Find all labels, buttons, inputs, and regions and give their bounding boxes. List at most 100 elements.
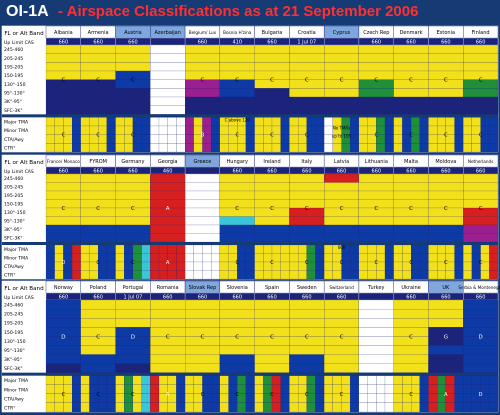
airspace-cell bbox=[358, 393, 368, 403]
airspace-cell bbox=[106, 261, 116, 271]
airspace-cell bbox=[350, 125, 359, 135]
annotation: No TMAs bbox=[333, 125, 350, 130]
airspace-cell bbox=[324, 270, 333, 280]
airspace-cell bbox=[358, 384, 368, 394]
airspace-cell bbox=[428, 270, 438, 280]
airspace-cell bbox=[480, 375, 490, 385]
airspace-cell bbox=[45, 190, 81, 200]
airspace-cell bbox=[72, 143, 81, 153]
class-label: A bbox=[166, 392, 170, 398]
airspace-cell bbox=[150, 363, 186, 373]
airspace-cell bbox=[376, 244, 386, 254]
class-label: C bbox=[375, 133, 379, 139]
airspace-cell bbox=[367, 393, 377, 403]
airspace-cell bbox=[428, 363, 464, 373]
column-header: France/ Monaco bbox=[47, 159, 80, 164]
airspace-cell bbox=[185, 88, 220, 98]
airspace-cell bbox=[358, 117, 368, 127]
class-label: C bbox=[96, 334, 100, 340]
airspace-cell bbox=[463, 216, 499, 226]
airspace-cell bbox=[289, 53, 325, 63]
airspace-cell bbox=[150, 354, 186, 364]
airspace-cell bbox=[332, 143, 342, 153]
column-header: Netherlands bbox=[468, 159, 494, 164]
row-label: 205-245 bbox=[4, 185, 23, 191]
airspace-cell bbox=[54, 270, 64, 280]
airspace-cell bbox=[150, 125, 160, 135]
annotation: 660 bbox=[338, 245, 346, 250]
airspace-cell bbox=[211, 375, 220, 385]
airspace-cell bbox=[280, 375, 290, 385]
airspace-cell bbox=[45, 216, 81, 226]
airspace-cell bbox=[393, 299, 429, 310]
airspace-cell bbox=[402, 402, 412, 413]
airspace-cell bbox=[115, 363, 151, 373]
limit-value: 660 bbox=[128, 40, 138, 46]
airspace-cell bbox=[428, 117, 438, 127]
airspace-cell bbox=[280, 253, 290, 263]
airspace-cell bbox=[350, 244, 359, 254]
airspace-cell bbox=[219, 384, 229, 394]
airspace-cell bbox=[158, 375, 168, 385]
airspace-cell bbox=[254, 173, 290, 183]
airspace-cell bbox=[245, 134, 255, 144]
limit-cell bbox=[150, 37, 186, 46]
airspace-cell bbox=[393, 96, 429, 106]
airspace-cell bbox=[150, 182, 186, 192]
airspace-cell bbox=[176, 134, 186, 144]
airspace-cell bbox=[211, 134, 220, 144]
airspace-cell bbox=[393, 309, 429, 319]
airspace-cell bbox=[63, 402, 73, 413]
airspace-cell bbox=[376, 375, 386, 385]
airspace-cell bbox=[419, 253, 429, 263]
airspace-cell bbox=[245, 384, 255, 394]
airspace-cell bbox=[350, 117, 359, 127]
airspace-cell bbox=[489, 244, 499, 254]
airspace-cell bbox=[254, 143, 264, 153]
row-label: CTA/Awy bbox=[4, 264, 24, 270]
airspace-cell bbox=[376, 393, 386, 403]
airspace-cell bbox=[228, 270, 238, 280]
limit-cell bbox=[324, 37, 360, 46]
airspace-cell bbox=[228, 402, 238, 413]
airspace-cell bbox=[124, 143, 133, 153]
airspace-cell bbox=[211, 117, 220, 127]
airspace-cell bbox=[263, 270, 273, 280]
column-header: Poland bbox=[90, 285, 107, 291]
airspace-cell bbox=[419, 402, 429, 413]
class-label: C bbox=[270, 78, 274, 84]
airspace-cell bbox=[289, 318, 325, 328]
airspace-cell bbox=[115, 105, 151, 115]
airspace-cell bbox=[445, 117, 455, 127]
airspace-cell bbox=[150, 62, 186, 72]
class-label: C bbox=[96, 133, 100, 139]
airspace-cell bbox=[167, 143, 177, 153]
airspace-cell bbox=[132, 375, 142, 385]
airspace-cell bbox=[350, 261, 359, 271]
column-header: Croatia bbox=[298, 30, 316, 36]
airspace-cell bbox=[280, 117, 290, 127]
row-label: 3K°-95° bbox=[4, 227, 22, 233]
airspace-cell bbox=[254, 384, 264, 394]
airspace-cell bbox=[463, 345, 499, 355]
airspace-cell bbox=[80, 88, 116, 98]
airspace-cell bbox=[428, 173, 464, 183]
class-label: C bbox=[409, 260, 413, 266]
airspace-cell bbox=[471, 117, 481, 127]
airspace-cell bbox=[428, 182, 464, 192]
airspace-cell bbox=[115, 143, 125, 153]
airspace-cell bbox=[245, 125, 255, 135]
airspace-cell bbox=[63, 143, 73, 153]
airspace-cell bbox=[324, 143, 333, 153]
airspace-cell bbox=[367, 375, 377, 385]
column-header: Bosnia H'zina bbox=[223, 30, 252, 35]
class-label: C bbox=[62, 392, 66, 398]
row-label: SFC-3K° bbox=[4, 366, 23, 372]
band-separator bbox=[2, 114, 498, 118]
airspace-cell bbox=[358, 88, 394, 98]
airspace-cell bbox=[358, 96, 394, 106]
airspace-cell bbox=[150, 318, 186, 328]
class-label: A bbox=[166, 260, 170, 266]
airspace-cell bbox=[167, 134, 177, 144]
airspace-cell bbox=[454, 253, 464, 263]
